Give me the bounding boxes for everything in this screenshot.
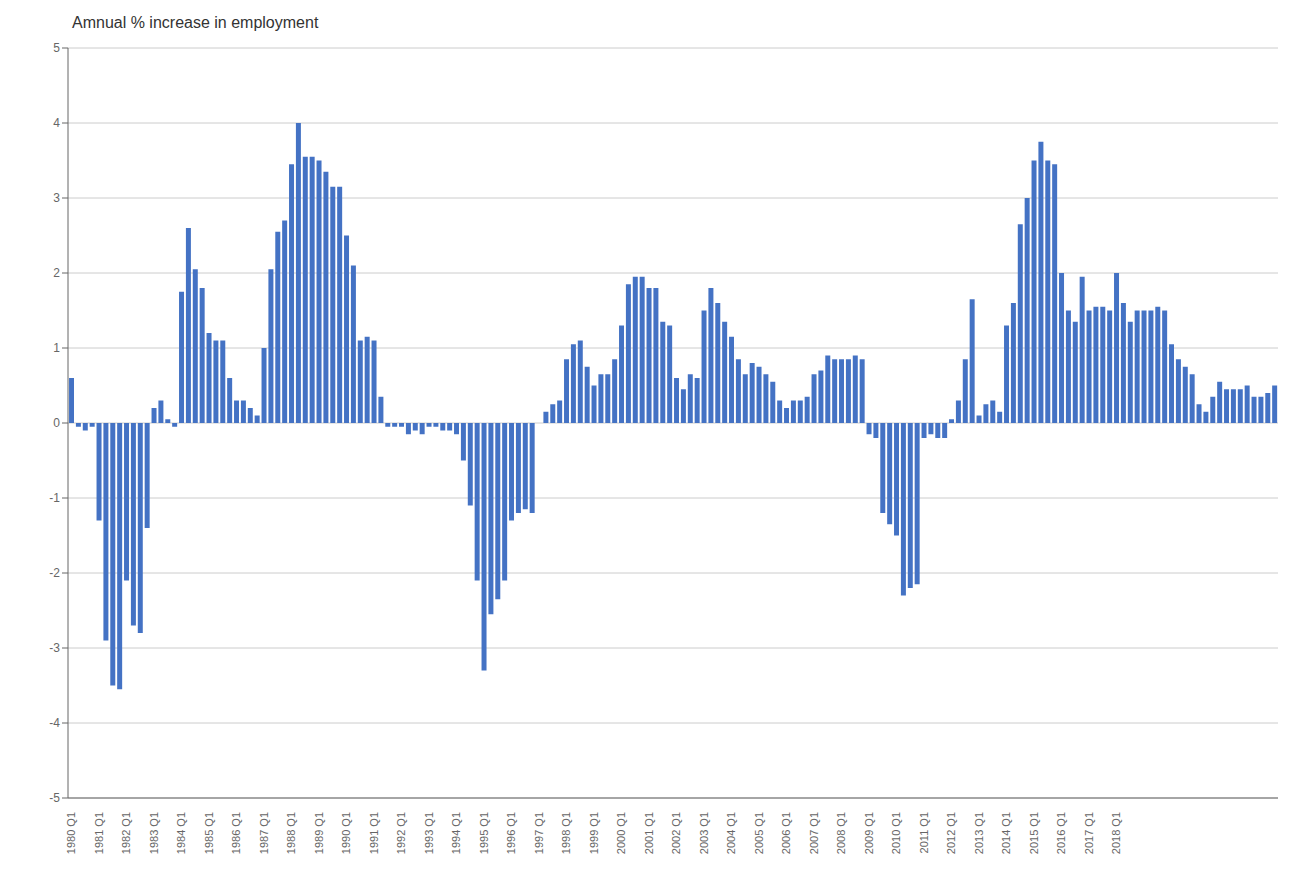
svg-text:2: 2 bbox=[53, 266, 60, 280]
svg-text:1999 Q1: 1999 Q1 bbox=[588, 812, 600, 854]
svg-text:1980 Q1: 1980 Q1 bbox=[65, 812, 77, 854]
svg-text:1994 Q1: 1994 Q1 bbox=[450, 812, 462, 854]
svg-text:2003 Q1: 2003 Q1 bbox=[698, 812, 710, 854]
svg-text:1996 Q1: 1996 Q1 bbox=[505, 812, 517, 854]
svg-text:-3: -3 bbox=[49, 641, 60, 655]
svg-text:2002 Q1: 2002 Q1 bbox=[670, 812, 682, 854]
svg-text:1988 Q1: 1988 Q1 bbox=[285, 812, 297, 854]
svg-text:2011 Q1: 2011 Q1 bbox=[918, 812, 930, 853]
svg-text:1991 Q1: 1991 Q1 bbox=[368, 812, 380, 854]
svg-text:1985 Q1: 1985 Q1 bbox=[203, 812, 215, 854]
svg-text:1990 Q1: 1990 Q1 bbox=[340, 812, 352, 854]
svg-text:1995 Q1: 1995 Q1 bbox=[478, 812, 490, 854]
svg-text:1: 1 bbox=[53, 341, 60, 355]
svg-text:2012 Q1: 2012 Q1 bbox=[945, 812, 957, 854]
svg-text:2000 Q1: 2000 Q1 bbox=[615, 812, 627, 854]
svg-text:5: 5 bbox=[53, 41, 60, 55]
svg-text:1981 Q1: 1981 Q1 bbox=[93, 812, 105, 854]
svg-text:-5: -5 bbox=[49, 791, 60, 805]
svg-text:2005 Q1: 2005 Q1 bbox=[753, 812, 765, 854]
svg-text:2014 Q1: 2014 Q1 bbox=[1000, 812, 1012, 854]
svg-text:2016 Q1: 2016 Q1 bbox=[1055, 812, 1067, 854]
svg-text:2017 Q1: 2017 Q1 bbox=[1083, 812, 1095, 854]
svg-text:1983 Q1: 1983 Q1 bbox=[148, 812, 160, 854]
svg-text:1998 Q1: 1998 Q1 bbox=[560, 812, 572, 854]
svg-text:2008 Q1: 2008 Q1 bbox=[835, 812, 847, 854]
svg-text:2018 Q1: 2018 Q1 bbox=[1110, 812, 1122, 854]
svg-text:1992 Q1: 1992 Q1 bbox=[395, 812, 407, 854]
svg-text:2009 Q1: 2009 Q1 bbox=[863, 812, 875, 854]
svg-text:3: 3 bbox=[53, 191, 60, 205]
svg-text:2010 Q1: 2010 Q1 bbox=[890, 812, 902, 854]
html-text:Amnual % increase in employmen: Amnual % increase in employment bbox=[72, 14, 319, 31]
svg-text:2015 Q1: 2015 Q1 bbox=[1028, 812, 1040, 854]
svg-text:1989 Q1: 1989 Q1 bbox=[313, 812, 325, 854]
svg-text:-1: -1 bbox=[49, 491, 60, 505]
svg-text:0: 0 bbox=[53, 416, 60, 430]
svg-text:2013 Q1: 2013 Q1 bbox=[973, 812, 985, 854]
svg-text:1982 Q1: 1982 Q1 bbox=[120, 812, 132, 854]
svg-text:2006 Q1: 2006 Q1 bbox=[780, 812, 792, 854]
svg-text:2001 Q1: 2001 Q1 bbox=[643, 812, 655, 854]
svg-text:2007 Q1: 2007 Q1 bbox=[808, 812, 820, 854]
svg-text:4: 4 bbox=[53, 116, 60, 130]
svg-text:1987 Q1: 1987 Q1 bbox=[258, 812, 270, 854]
svg-text:1997 Q1: 1997 Q1 bbox=[533, 812, 545, 854]
svg-text:-2: -2 bbox=[49, 566, 60, 580]
svg-text:-4: -4 bbox=[49, 716, 60, 730]
svg-text:1986 Q1: 1986 Q1 bbox=[230, 812, 242, 854]
svg-text:1993 Q1: 1993 Q1 bbox=[423, 812, 435, 854]
svg-text:1984 Q1: 1984 Q1 bbox=[175, 812, 187, 854]
svg-text:2004 Q1: 2004 Q1 bbox=[725, 812, 737, 854]
